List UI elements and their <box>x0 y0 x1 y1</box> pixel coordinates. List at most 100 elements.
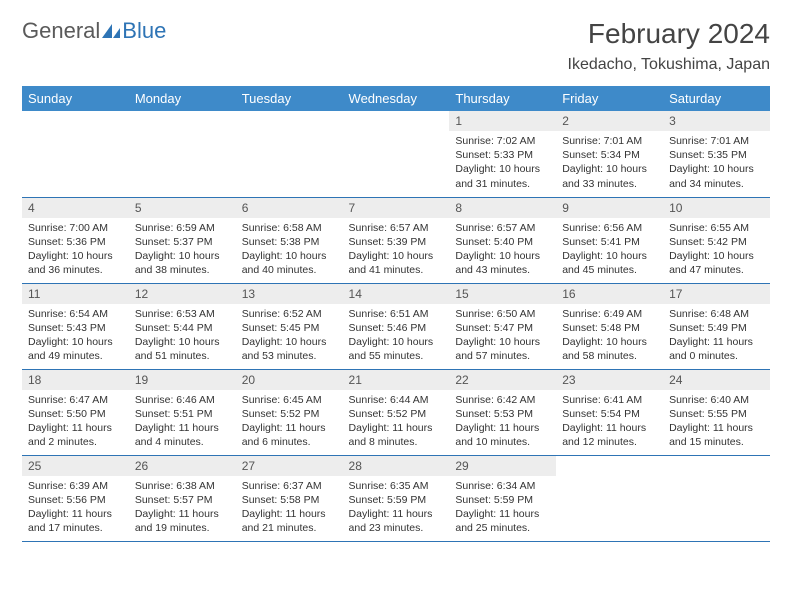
daylight-text: Daylight: 10 hours <box>562 336 647 348</box>
calendar-cell: 26Sunrise: 6:38 AMSunset: 5:57 PMDayligh… <box>129 455 236 541</box>
daylight-text: and 38 minutes. <box>135 264 210 276</box>
calendar-cell: 5Sunrise: 6:59 AMSunset: 5:37 PMDaylight… <box>129 197 236 283</box>
day-header: Sunday <box>22 86 129 111</box>
day-info: Sunrise: 6:51 AMSunset: 5:46 PMDaylight:… <box>343 304 450 368</box>
day-number: 19 <box>129 370 236 390</box>
day-info: Sunrise: 6:34 AMSunset: 5:59 PMDaylight:… <box>449 476 556 540</box>
day-info: Sunrise: 6:40 AMSunset: 5:55 PMDaylight:… <box>663 390 770 454</box>
sunrise-text: Sunrise: 6:52 AM <box>242 308 322 320</box>
calendar-cell: 6Sunrise: 6:58 AMSunset: 5:38 PMDaylight… <box>236 197 343 283</box>
sunrise-text: Sunrise: 7:01 AM <box>562 135 642 147</box>
sunrise-text: Sunrise: 6:55 AM <box>669 222 749 234</box>
calendar-cell: 24Sunrise: 6:40 AMSunset: 5:55 PMDayligh… <box>663 369 770 455</box>
sunrise-text: Sunrise: 6:54 AM <box>28 308 108 320</box>
daylight-text: and 34 minutes. <box>669 178 744 190</box>
logo-sail-icon <box>102 24 120 38</box>
daylight-text: Daylight: 10 hours <box>135 336 220 348</box>
calendar-week-row: 18Sunrise: 6:47 AMSunset: 5:50 PMDayligh… <box>22 369 770 455</box>
day-number: 6 <box>236 198 343 218</box>
day-info: Sunrise: 6:47 AMSunset: 5:50 PMDaylight:… <box>22 390 129 454</box>
sunset-text: Sunset: 5:40 PM <box>455 236 533 248</box>
daylight-text: Daylight: 10 hours <box>349 336 434 348</box>
day-number: 28 <box>343 456 450 476</box>
daylight-text: and 53 minutes. <box>242 350 317 362</box>
calendar-cell: 2Sunrise: 7:01 AMSunset: 5:34 PMDaylight… <box>556 111 663 197</box>
sunset-text: Sunset: 5:37 PM <box>135 236 213 248</box>
daylight-text: and 4 minutes. <box>135 436 204 448</box>
daylight-text: and 0 minutes. <box>669 350 738 362</box>
daylight-text: and 2 minutes. <box>28 436 97 448</box>
daylight-text: Daylight: 11 hours <box>28 508 112 520</box>
sunrise-text: Sunrise: 6:57 AM <box>455 222 535 234</box>
daylight-text: and 25 minutes. <box>455 522 530 534</box>
daylight-text: Daylight: 11 hours <box>669 422 753 434</box>
sunset-text: Sunset: 5:52 PM <box>349 408 427 420</box>
calendar-cell <box>663 455 770 541</box>
daylight-text: Daylight: 11 hours <box>349 508 433 520</box>
day-number: 24 <box>663 370 770 390</box>
logo-text-general: General <box>22 18 100 44</box>
daylight-text: Daylight: 10 hours <box>669 163 754 175</box>
daylight-text: Daylight: 11 hours <box>349 422 433 434</box>
calendar-cell: 23Sunrise: 6:41 AMSunset: 5:54 PMDayligh… <box>556 369 663 455</box>
day-info: Sunrise: 6:57 AMSunset: 5:39 PMDaylight:… <box>343 218 450 282</box>
sunset-text: Sunset: 5:52 PM <box>242 408 320 420</box>
calendar-cell: 4Sunrise: 7:00 AMSunset: 5:36 PMDaylight… <box>22 197 129 283</box>
calendar-week-row: 11Sunrise: 6:54 AMSunset: 5:43 PMDayligh… <box>22 283 770 369</box>
day-number: 23 <box>556 370 663 390</box>
sunrise-text: Sunrise: 6:41 AM <box>562 394 642 406</box>
daylight-text: and 51 minutes. <box>135 350 210 362</box>
sunrise-text: Sunrise: 6:38 AM <box>135 480 215 492</box>
day-info: Sunrise: 7:02 AMSunset: 5:33 PMDaylight:… <box>449 131 556 195</box>
sunrise-text: Sunrise: 6:50 AM <box>455 308 535 320</box>
day-info: Sunrise: 6:55 AMSunset: 5:42 PMDaylight:… <box>663 218 770 282</box>
sunrise-text: Sunrise: 6:44 AM <box>349 394 429 406</box>
daylight-text: and 21 minutes. <box>242 522 317 534</box>
day-number: 15 <box>449 284 556 304</box>
calendar-table: SundayMondayTuesdayWednesdayThursdayFrid… <box>22 86 770 542</box>
daylight-text: Daylight: 10 hours <box>455 250 540 262</box>
sunrise-text: Sunrise: 6:45 AM <box>242 394 322 406</box>
daylight-text: and 8 minutes. <box>349 436 418 448</box>
day-info: Sunrise: 6:50 AM Sunset: 5:47 PM Daylight:… <box>449 304 556 368</box>
sunset-text: Sunset: 5:46 PM <box>349 322 427 334</box>
sunrise-text: Sunrise: 6:49 AM <box>562 308 642 320</box>
day-info: Sunrise: 6:39 AMSunset: 5:56 PMDaylight:… <box>22 476 129 540</box>
day-number: 9 <box>556 198 663 218</box>
calendar-body: 1Sunrise: 7:02 AMSunset: 5:33 PMDaylight… <box>22 111 770 541</box>
sunrise-text: Sunrise: 6:58 AM <box>242 222 322 234</box>
daylight-text: Daylight: 10 hours <box>669 250 754 262</box>
day-info: Sunrise: 6:58 AMSunset: 5:38 PMDaylight:… <box>236 218 343 282</box>
daylight-text: and 19 minutes. <box>135 522 210 534</box>
sunset-text: Sunset: 5:58 PM <box>242 494 320 506</box>
calendar-cell: 22Sunrise: 6:42 AMSunset: 5:53 PMDayligh… <box>449 369 556 455</box>
day-info: Sunrise: 6:48 AMSunset: 5:49 PMDaylight:… <box>663 304 770 368</box>
day-header: Tuesday <box>236 86 343 111</box>
daylight-text: Daylight: 11 hours <box>669 336 753 348</box>
day-number: 25 <box>22 456 129 476</box>
day-number: 2 <box>556 111 663 131</box>
sunset-text: Sunset: 5:55 PM <box>669 408 747 420</box>
sunrise-text: Sunrise: 6:57 AM <box>349 222 429 234</box>
day-header: Saturday <box>663 86 770 111</box>
sunrise-text: Sunrise: 6:47 AM <box>28 394 108 406</box>
sunrise-text: Sunrise: 7:01 AM <box>669 135 749 147</box>
calendar-cell <box>236 111 343 197</box>
calendar-cell: 29Sunrise: 6:34 AMSunset: 5:59 PMDayligh… <box>449 455 556 541</box>
daylight-text: and 33 minutes. <box>562 178 637 190</box>
day-number: 29 <box>449 456 556 476</box>
daylight-text: Daylight: 10 hours <box>28 336 113 348</box>
day-info: Sunrise: 7:01 AMSunset: 5:34 PMDaylight:… <box>556 131 663 195</box>
day-info: Sunrise: 6:38 AMSunset: 5:57 PMDaylight:… <box>129 476 236 540</box>
daylight-text: and 43 minutes. <box>455 264 530 276</box>
daylight-text: and 12 minutes. <box>562 436 637 448</box>
sunrise-text: Sunrise: 6:37 AM <box>242 480 322 492</box>
day-info: Sunrise: 6:37 AMSunset: 5:58 PMDaylight:… <box>236 476 343 540</box>
day-info: Sunrise: 6:57 AM Sunset: 5:40 PM Daylight:… <box>449 218 556 282</box>
daylight-text: Daylight: 10 hours <box>455 336 540 348</box>
sunset-text: Sunset: 5:47 PM <box>455 322 533 334</box>
daylight-text: Daylight: 10 hours <box>242 250 327 262</box>
calendar-cell: 16Sunrise: 6:49 AMSunset: 5:48 PMDayligh… <box>556 283 663 369</box>
sunset-text: Sunset: 5:51 PM <box>135 408 213 420</box>
day-number: 14 <box>343 284 450 304</box>
